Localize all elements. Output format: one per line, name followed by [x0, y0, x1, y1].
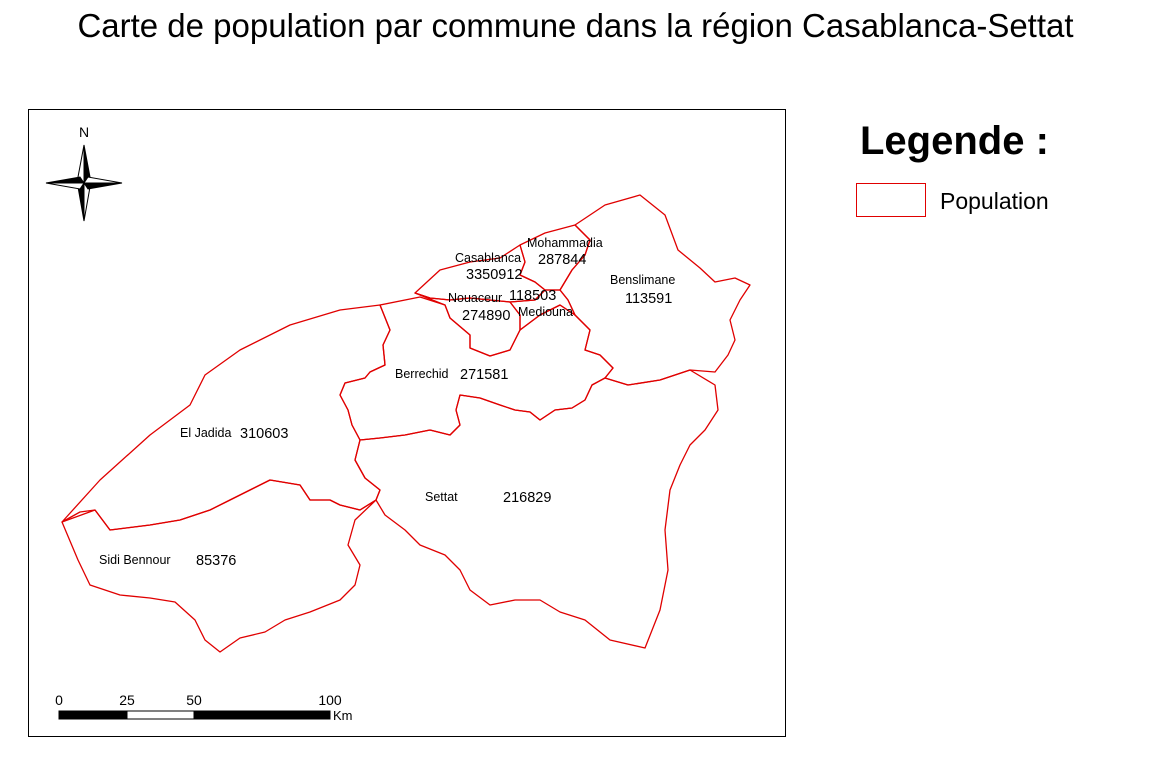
legend-label-population: Population: [940, 188, 1049, 214]
commune-boundary-settat: [354, 369, 719, 649]
scale-tick-100: 100: [318, 692, 342, 708]
legend-heading: Legende :: [860, 119, 1049, 163]
scale-unit: Km: [333, 708, 353, 723]
commune-name-casablanca: Casablanca: [455, 251, 521, 265]
commune-name-mediouna: Mediouna: [518, 305, 573, 319]
commune-boundary-el-jadida: [61, 304, 391, 531]
commune-population-mediouna: 118503: [509, 288, 556, 304]
scale-tick-0: 0: [55, 692, 63, 708]
commune-population-benslimane: 113591: [625, 291, 672, 307]
scale-tick-50: 50: [186, 692, 202, 708]
commune-population-casablanca: 3350912: [466, 267, 522, 283]
commune-population-berrechid: 271581: [460, 367, 508, 383]
commune-population-el-jadida: 310603: [240, 426, 288, 442]
commune-population-nouaceur: 274890: [462, 308, 510, 324]
map-frame: [28, 109, 786, 737]
commune-boundary-sidi-bennour: [61, 479, 377, 653]
north-label: N: [79, 124, 89, 140]
commune-name-sidi-bennour: Sidi Bennour: [99, 553, 171, 567]
commune-name-settat: Settat: [425, 490, 458, 504]
map-title: Carte de population par commune dans la …: [77, 7, 1074, 44]
map-canvas: N Casablanca 3350912 Mohammadia 287844 B…: [45, 124, 751, 723]
commune-boundary-mediouna: [509, 289, 576, 331]
commune-name-benslimane: Benslimane: [610, 273, 675, 287]
commune-population-settat: 216829: [503, 490, 551, 506]
commune-name-mohammadia: Mohammadia: [527, 236, 603, 250]
scale-bar: 0 25 50 100 Km: [55, 692, 352, 723]
commune-population-sidi-bennour: 85376: [196, 553, 236, 569]
commune-name-nouaceur: Nouaceur: [448, 291, 502, 305]
legend-swatch-population: [856, 183, 926, 217]
north-arrow-icon: N: [45, 124, 123, 222]
commune-name-el-jadida: El Jadida: [180, 426, 231, 440]
commune-population-mohammadia: 287844: [538, 252, 586, 268]
commune-name-berrechid: Berrechid: [395, 367, 449, 381]
commune-boundary-benslimane: [559, 194, 751, 386]
scale-tick-25: 25: [119, 692, 135, 708]
